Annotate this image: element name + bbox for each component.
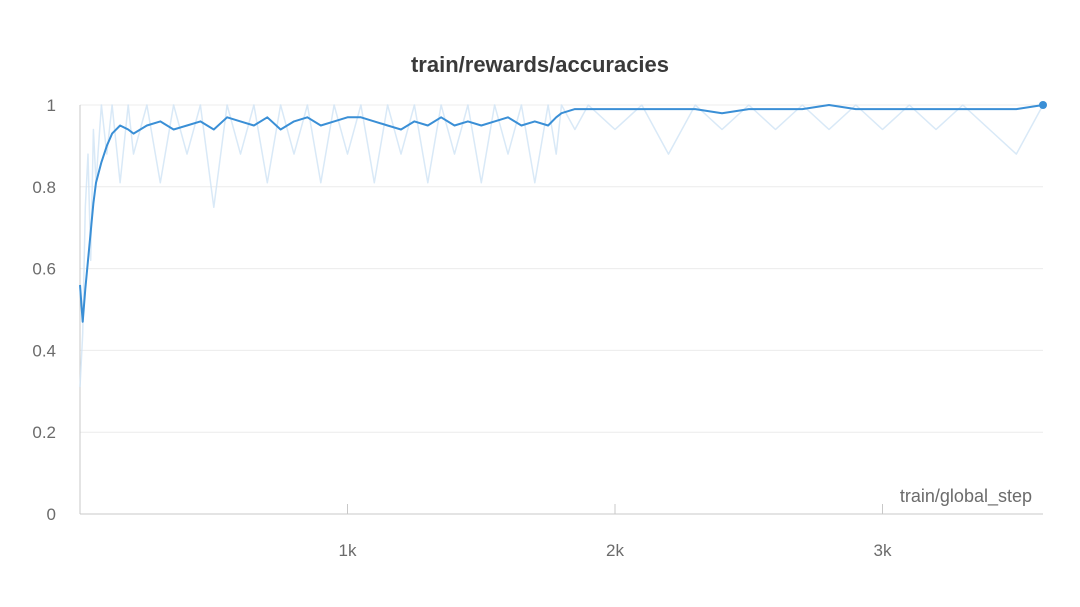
x-tick-label-0: 1k	[339, 541, 357, 560]
last-point-marker	[1039, 101, 1047, 109]
y-tick-label-5: 1	[47, 96, 56, 115]
tick-labels: 0 0.2 0.4 0.6 0.8 1 1k 2k 3k	[32, 96, 892, 560]
y-tick-label-2: 0.4	[32, 341, 56, 360]
x-tick-label-2: 3k	[874, 541, 892, 560]
raw-series	[79, 104, 1044, 388]
axes	[79, 105, 1043, 515]
x-axis-label: train/global_step	[900, 486, 1032, 507]
x-tick-label-1: 2k	[606, 541, 624, 560]
y-tick-label-4: 0.8	[32, 178, 56, 197]
y-tick-label-3: 0.6	[32, 260, 56, 279]
smoothed-series	[79, 101, 1047, 323]
raw-line	[79, 104, 1044, 388]
y-tick-label-0: 0	[47, 505, 56, 524]
smoothed-line	[79, 104, 1044, 323]
grid-lines	[80, 104, 1043, 433]
chart-title: train/rewards/accuracies	[410, 52, 670, 77]
y-tick-label-1: 0.2	[32, 423, 56, 442]
